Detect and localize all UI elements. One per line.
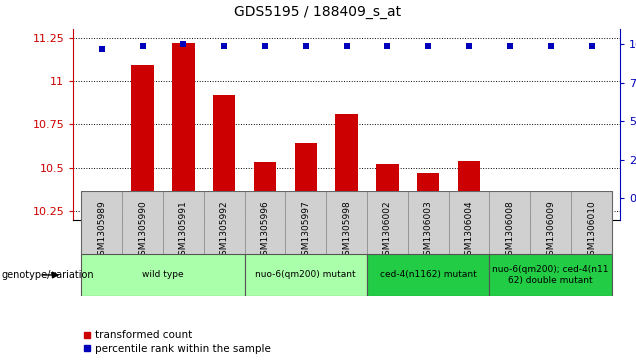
Bar [254, 163, 276, 220]
Text: GSM1305989: GSM1305989 [97, 200, 106, 261]
Text: GDS5195 / 188409_s_at: GDS5195 / 188409_s_at [235, 5, 401, 20]
Text: GSM1305997: GSM1305997 [301, 200, 310, 261]
Bar [294, 143, 317, 220]
Text: GSM1306009: GSM1306009 [546, 200, 555, 261]
Text: genotype/variation: genotype/variation [2, 270, 95, 280]
Bar [490, 254, 612, 296]
Bar [326, 191, 367, 254]
Text: GSM1306008: GSM1306008 [506, 200, 515, 261]
Text: GSM1305996: GSM1305996 [261, 200, 270, 261]
Bar [377, 164, 399, 220]
Point [137, 43, 148, 49]
Bar [81, 191, 122, 254]
Bar [163, 191, 204, 254]
Bar [458, 161, 480, 220]
Bar [122, 191, 163, 254]
Bar [90, 204, 113, 220]
Point [342, 43, 352, 49]
Text: ced-4(n1162) mutant: ced-4(n1162) mutant [380, 270, 476, 280]
Bar [448, 191, 490, 254]
Text: GSM1306004: GSM1306004 [464, 200, 474, 261]
Bar [499, 206, 521, 220]
Text: GSM1305998: GSM1305998 [342, 200, 351, 261]
Text: GSM1305991: GSM1305991 [179, 200, 188, 261]
Bar [490, 191, 530, 254]
Point [423, 43, 433, 49]
Bar [580, 211, 603, 220]
Bar [213, 95, 235, 220]
Bar [335, 114, 358, 220]
Bar [245, 191, 286, 254]
Text: GSM1306003: GSM1306003 [424, 200, 432, 261]
Point [586, 43, 597, 49]
Point [178, 41, 188, 47]
Text: wild type: wild type [142, 270, 184, 280]
Bar [286, 191, 326, 254]
Text: nuo-6(qm200); ced-4(n11
62) double mutant: nuo-6(qm200); ced-4(n11 62) double mutan… [492, 265, 609, 285]
Point [301, 43, 311, 49]
Text: GSM1305990: GSM1305990 [138, 200, 147, 261]
Bar [81, 254, 245, 296]
Text: GSM1306002: GSM1306002 [383, 200, 392, 261]
Point [260, 43, 270, 49]
Bar [539, 193, 562, 220]
Point [546, 43, 556, 49]
Legend: transformed count, percentile rank within the sample: transformed count, percentile rank withi… [78, 326, 275, 358]
Bar [172, 43, 195, 220]
Point [464, 43, 474, 49]
Bar [131, 65, 154, 220]
Bar [367, 191, 408, 254]
Bar [408, 191, 448, 254]
Point [505, 43, 515, 49]
Bar [245, 254, 367, 296]
Text: nuo-6(qm200) mutant: nuo-6(qm200) mutant [256, 270, 356, 280]
Point [219, 43, 229, 49]
Bar [367, 254, 490, 296]
Point [97, 46, 107, 52]
Bar [571, 191, 612, 254]
Bar [530, 191, 571, 254]
Text: GSM1305992: GSM1305992 [219, 200, 229, 261]
Point [382, 43, 392, 49]
Bar [204, 191, 245, 254]
Text: GSM1306010: GSM1306010 [587, 200, 596, 261]
Bar [417, 173, 439, 220]
